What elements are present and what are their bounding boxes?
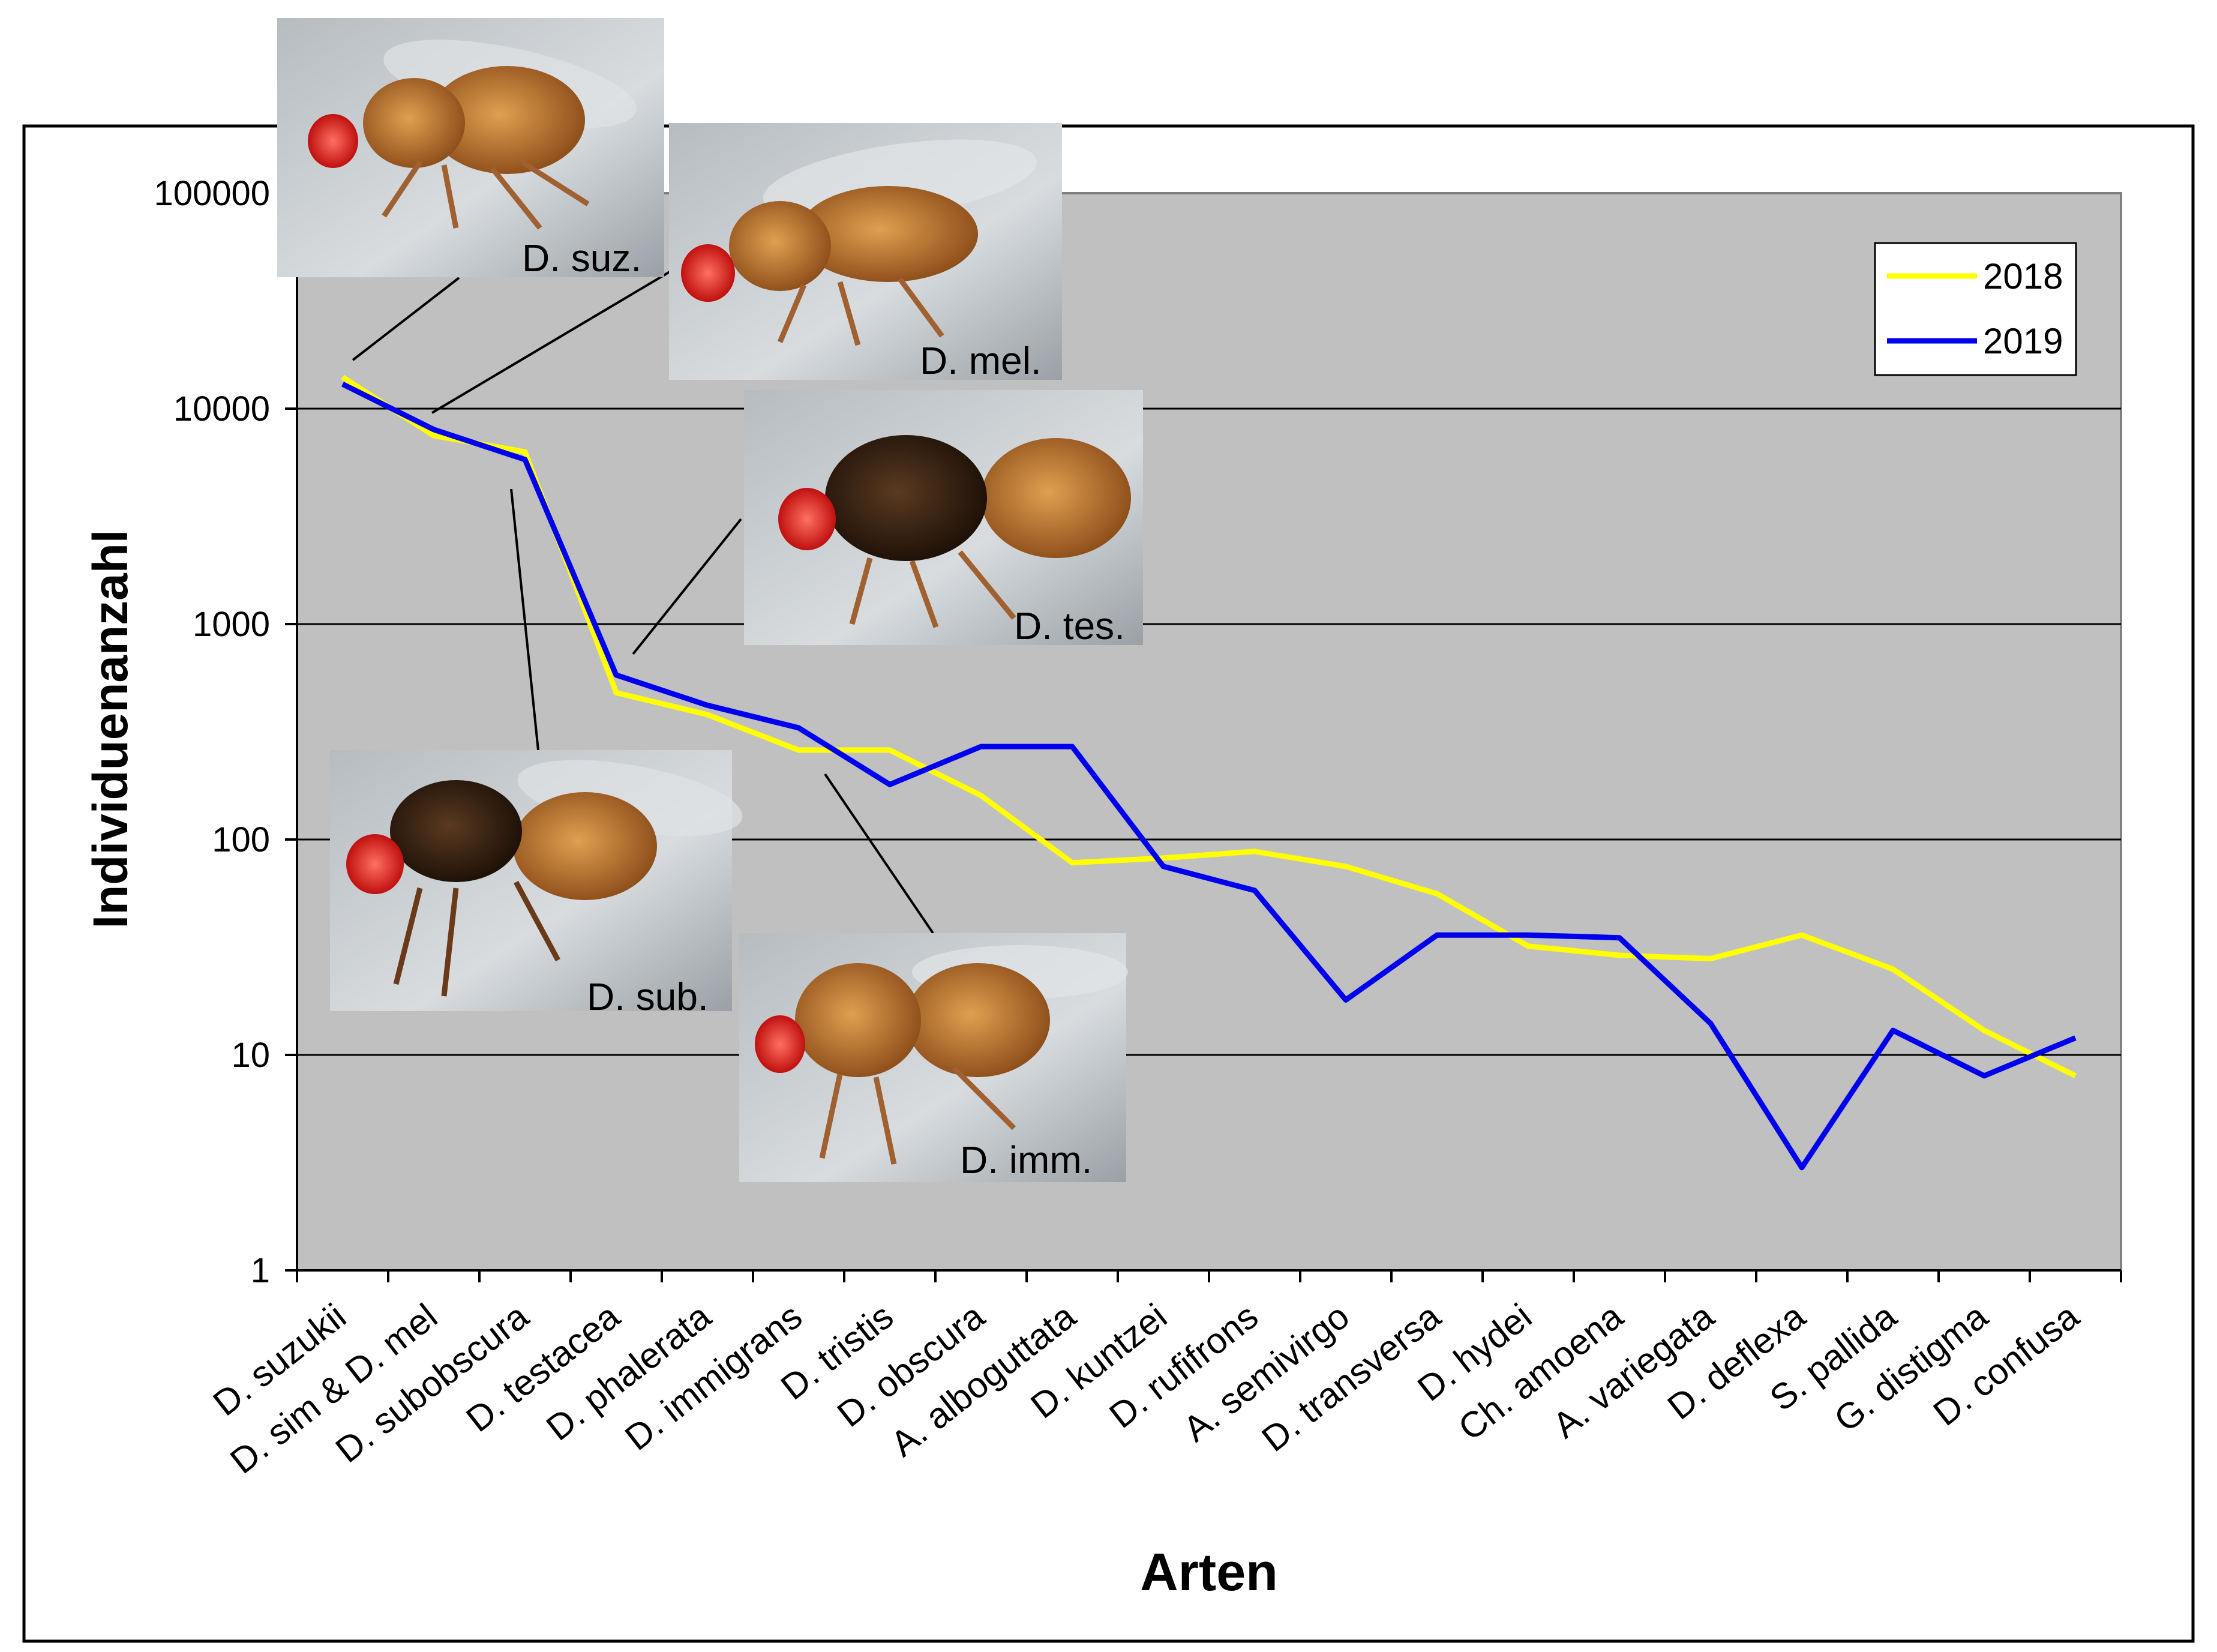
y-axis-title: Individuenanzahl bbox=[83, 529, 138, 928]
y-tick-label: 1 bbox=[251, 1251, 270, 1290]
photo-inset-mel: D. mel. bbox=[669, 123, 1062, 382]
legend-label-2019: 2019 bbox=[1983, 321, 2063, 361]
series-line-2018 bbox=[341, 374, 2077, 1078]
pointer-line-imm bbox=[824, 773, 934, 934]
fly-image bbox=[755, 945, 1128, 1165]
y-tick-label: 1000 bbox=[193, 605, 270, 644]
pointer-line-suz bbox=[352, 277, 460, 361]
fly-image bbox=[346, 760, 743, 997]
photo-label-mel: D. mel. bbox=[920, 339, 1042, 382]
photo-inset-imm: D. imm. bbox=[739, 933, 1128, 1182]
plot-area bbox=[296, 192, 2122, 1272]
photo-label-imm: D. imm. bbox=[960, 1138, 1092, 1182]
legend-label-2018: 2018 bbox=[1983, 256, 2063, 296]
y-tick-label: 100000 bbox=[154, 174, 270, 213]
series-lines bbox=[341, 374, 2077, 1171]
fly-image bbox=[681, 139, 1037, 346]
photo-pointers bbox=[352, 250, 934, 934]
axes bbox=[285, 192, 2122, 1282]
pointer-line-sub bbox=[510, 488, 539, 751]
x-axis-title: Arten bbox=[1140, 1542, 1278, 1602]
series-line-2019 bbox=[341, 382, 2077, 1171]
photo-label-tes: D. tes. bbox=[1014, 604, 1125, 647]
photo-label-suz: D. suz. bbox=[522, 236, 641, 280]
y-tick-labels: 1 10 100 1000 10000 100000 bbox=[154, 174, 270, 1290]
pointer-line-mel bbox=[431, 250, 706, 414]
pointer-line-tes bbox=[632, 518, 742, 655]
photo-inset-suz: D. suz. bbox=[277, 18, 664, 280]
y-tick-label: 10000 bbox=[173, 389, 270, 428]
y-tick-label: 10 bbox=[231, 1036, 270, 1075]
photo-label-sub: D. sub. bbox=[587, 975, 709, 1018]
legend-box bbox=[1874, 242, 2077, 376]
photo-inset-tes: D. tes. bbox=[744, 390, 1143, 647]
fly-image bbox=[778, 435, 1131, 628]
y-tick-label: 100 bbox=[212, 820, 270, 859]
photo-inset-sub: D. sub. bbox=[330, 750, 743, 1018]
fly-image bbox=[308, 40, 637, 230]
legend: 2018 2019 bbox=[1874, 242, 2077, 376]
